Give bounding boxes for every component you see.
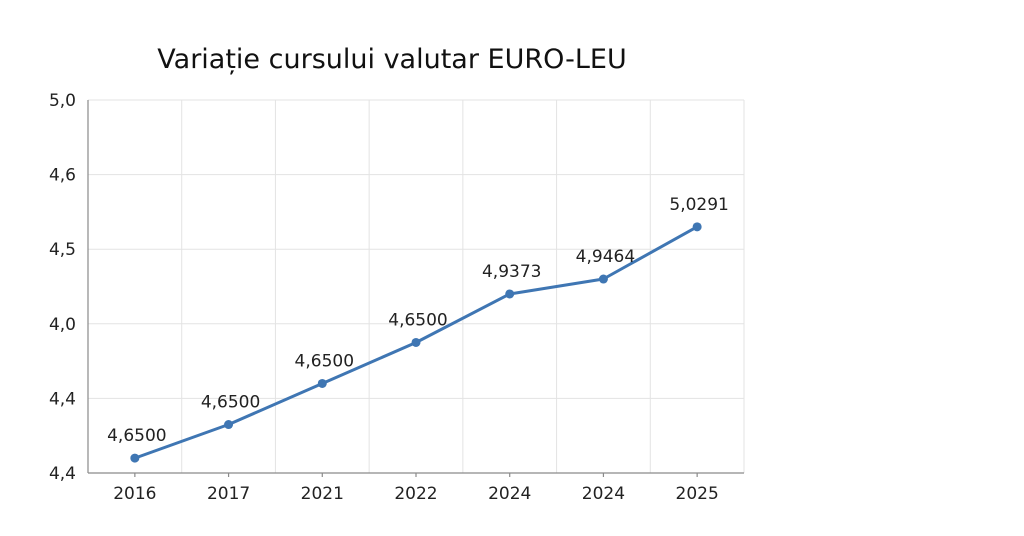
data-labels: 4,6500 4,6500 4,6500 4,6500 4,9373 4,9464 5,02… [107, 195, 729, 446]
x-tick-label: 2022 [394, 484, 437, 504]
data-label: 4,6500 [201, 393, 260, 413]
x-tick-label: 2024 [582, 484, 625, 504]
y-tick-label: 5,0 [49, 91, 76, 111]
grid [88, 99, 745, 473]
data-label: 4,9373 [482, 262, 541, 282]
data-label: 5,0291 [669, 195, 728, 215]
y-tick-label: 4,0 [49, 315, 76, 335]
x-tick-label: 2021 [301, 484, 344, 504]
y-tick-label: 4,5 [49, 240, 76, 260]
x-tick-label: 2024 [488, 484, 531, 504]
data-point [411, 337, 421, 347]
axes: 4,4 4,4 4,0 4,5 4,6 5,0 2016 2017 2021 2022 2024 20… [49, 91, 744, 504]
data-point [317, 378, 327, 388]
data-label: 4,6500 [295, 351, 354, 371]
y-tick-label: 4,6 [49, 166, 76, 186]
data-point [224, 420, 234, 430]
x-tick-label: 2017 [207, 484, 250, 504]
chart-title: Variație cursului valutar EURO-LEU [157, 44, 626, 75]
series-euro-leu [130, 222, 702, 463]
data-point [505, 289, 515, 299]
x-tick-label: 2016 [113, 484, 156, 504]
data-label: 4,6500 [388, 310, 447, 330]
data-label: 4,6500 [107, 426, 166, 446]
data-point [598, 274, 608, 284]
data-label: 4,9464 [576, 247, 635, 267]
data-point [130, 453, 140, 463]
y-tick-label: 4,4 [49, 464, 76, 484]
data-point [692, 222, 702, 232]
y-tick-label: 4,4 [49, 389, 76, 409]
x-tick-label: 2025 [676, 484, 719, 504]
